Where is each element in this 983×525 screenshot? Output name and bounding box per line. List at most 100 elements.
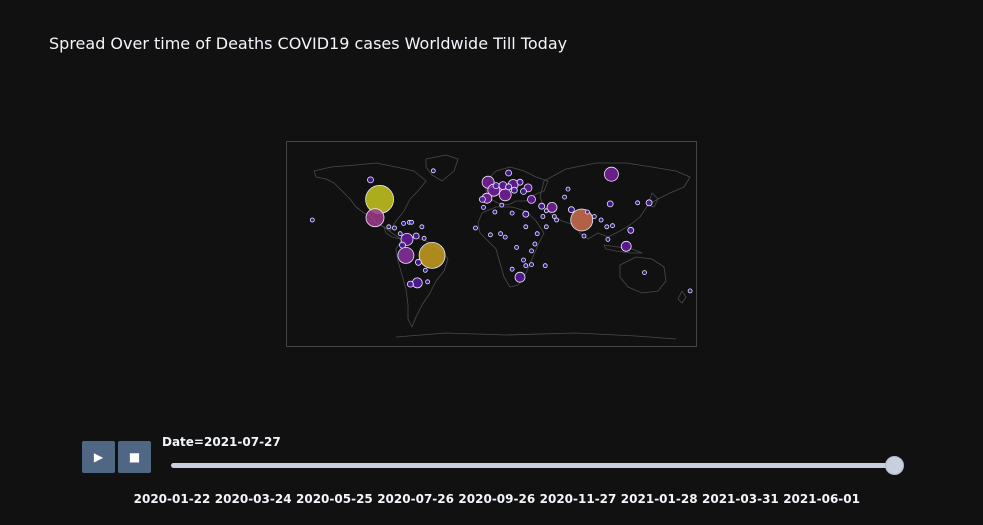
country-bubble[interactable] bbox=[498, 231, 504, 237]
country-bubble[interactable] bbox=[309, 217, 315, 223]
slider-handle[interactable] bbox=[884, 456, 904, 475]
country-bubble[interactable] bbox=[401, 221, 406, 226]
country-bubble[interactable] bbox=[409, 219, 414, 225]
slider-rail[interactable] bbox=[171, 463, 894, 468]
country-bubble[interactable] bbox=[492, 209, 498, 215]
country-bubble[interactable] bbox=[604, 224, 610, 230]
country-bubble[interactable] bbox=[510, 186, 518, 194]
country-bubble[interactable] bbox=[523, 224, 529, 230]
country-bubble[interactable] bbox=[422, 267, 428, 273]
country-bubble[interactable] bbox=[492, 182, 500, 189]
page-title: Spread Over time of Deaths COVID19 cases… bbox=[49, 34, 568, 53]
slider-tick-label[interactable]: 2021-06-01 bbox=[783, 492, 860, 506]
bubble-layer bbox=[309, 166, 693, 294]
country-bubble[interactable] bbox=[540, 214, 546, 219]
country-bubble[interactable] bbox=[478, 196, 486, 203]
country-bubble[interactable] bbox=[411, 277, 423, 289]
country-bubble[interactable] bbox=[603, 166, 619, 182]
indonesia-outline bbox=[603, 244, 643, 254]
country-bubble[interactable] bbox=[527, 195, 536, 204]
map-frame bbox=[286, 141, 697, 347]
country-bubble[interactable] bbox=[397, 231, 403, 237]
country-bubble[interactable] bbox=[520, 188, 527, 195]
new-zealand-outline bbox=[677, 290, 687, 304]
country-bubble[interactable] bbox=[567, 206, 575, 214]
country-bubble[interactable] bbox=[523, 263, 529, 269]
slider-tick-label[interactable]: 2021-01-28 bbox=[620, 492, 698, 506]
country-bubble[interactable] bbox=[365, 208, 385, 228]
country-bubble[interactable] bbox=[598, 217, 604, 223]
asia-outline bbox=[539, 162, 691, 240]
play-button[interactable]: ▶ bbox=[82, 441, 115, 473]
country-bubble[interactable] bbox=[397, 247, 415, 264]
country-bubble[interactable] bbox=[505, 183, 513, 191]
country-bubble[interactable] bbox=[687, 288, 693, 294]
country-bubble[interactable] bbox=[554, 217, 560, 223]
country-bubble[interactable] bbox=[529, 248, 534, 254]
slider-tick-label[interactable]: 2020-11-27 bbox=[539, 492, 617, 506]
country-bubble[interactable] bbox=[505, 169, 513, 177]
country-bubble[interactable] bbox=[514, 271, 526, 283]
country-bubble[interactable] bbox=[498, 188, 512, 202]
country-bubble[interactable] bbox=[522, 210, 530, 218]
country-bubble[interactable] bbox=[543, 208, 549, 214]
country-bubble[interactable] bbox=[543, 224, 549, 230]
country-bubble[interactable] bbox=[419, 224, 425, 230]
country-bubble[interactable] bbox=[516, 178, 524, 186]
country-bubble[interactable] bbox=[481, 205, 486, 210]
country-bubble[interactable] bbox=[591, 214, 597, 219]
country-bubble[interactable] bbox=[584, 209, 590, 215]
country-bubble[interactable] bbox=[386, 224, 392, 230]
country-bubble[interactable] bbox=[421, 235, 427, 241]
country-bubble[interactable] bbox=[509, 210, 515, 216]
country-bubble[interactable] bbox=[430, 168, 436, 174]
country-bubble[interactable] bbox=[412, 232, 420, 240]
country-bubble[interactable] bbox=[532, 241, 538, 247]
slider-tick-label[interactable]: 2020-03-24 bbox=[214, 492, 292, 506]
country-bubble[interactable] bbox=[502, 234, 508, 240]
slider-current-value: Date=2021-07-27 bbox=[162, 435, 281, 449]
country-bubble[interactable] bbox=[642, 270, 647, 276]
country-bubble[interactable] bbox=[562, 194, 568, 200]
country-bubble[interactable] bbox=[509, 266, 515, 272]
country-bubble[interactable] bbox=[645, 199, 653, 207]
country-bubble[interactable] bbox=[620, 240, 632, 252]
country-bubble[interactable] bbox=[542, 263, 548, 269]
country-bubble[interactable] bbox=[529, 262, 534, 267]
country-bubble[interactable] bbox=[570, 208, 594, 232]
country-bubble[interactable] bbox=[514, 245, 520, 250]
world-map[interactable] bbox=[286, 141, 697, 347]
map-canvas[interactable] bbox=[286, 141, 697, 347]
play-icon: ▶ bbox=[93, 450, 104, 464]
country-bubble[interactable] bbox=[499, 202, 505, 208]
country-bubble[interactable] bbox=[606, 200, 614, 208]
country-bubble[interactable] bbox=[551, 214, 557, 219]
country-bubble[interactable] bbox=[392, 225, 397, 231]
country-bubble[interactable] bbox=[473, 225, 478, 231]
slider-tick-label[interactable]: 2020-05-25 bbox=[296, 492, 373, 506]
stop-button[interactable]: ■ bbox=[118, 441, 151, 473]
country-bubble[interactable] bbox=[605, 237, 611, 242]
country-bubble[interactable] bbox=[365, 185, 394, 214]
country-bubble[interactable] bbox=[635, 200, 641, 206]
slider-tick-label[interactable]: 2020-01-22 bbox=[133, 492, 211, 506]
country-bubble[interactable] bbox=[487, 232, 493, 238]
north-america-outline bbox=[313, 162, 427, 232]
slider-tick-label[interactable]: 2020-09-26 bbox=[458, 492, 536, 506]
country-bubble[interactable] bbox=[610, 223, 615, 229]
slider-tick-label[interactable]: 2021-03-31 bbox=[702, 492, 779, 506]
country-bubble[interactable] bbox=[546, 202, 558, 213]
country-bubble[interactable] bbox=[534, 231, 540, 237]
slider-tick-label[interactable]: 2020-07-26 bbox=[377, 492, 454, 506]
country-bubble[interactable] bbox=[399, 241, 406, 249]
country-bubble[interactable] bbox=[581, 233, 587, 239]
country-bubble[interactable] bbox=[627, 226, 635, 234]
country-bubble[interactable] bbox=[407, 280, 414, 288]
country-bubble[interactable] bbox=[538, 202, 546, 210]
country-bubble[interactable] bbox=[565, 186, 571, 192]
country-bubble[interactable] bbox=[367, 176, 374, 184]
country-bubble[interactable] bbox=[418, 242, 446, 269]
country-bubble[interactable] bbox=[425, 279, 431, 285]
country-bubble[interactable] bbox=[414, 258, 422, 266]
country-bubble[interactable] bbox=[521, 257, 526, 263]
